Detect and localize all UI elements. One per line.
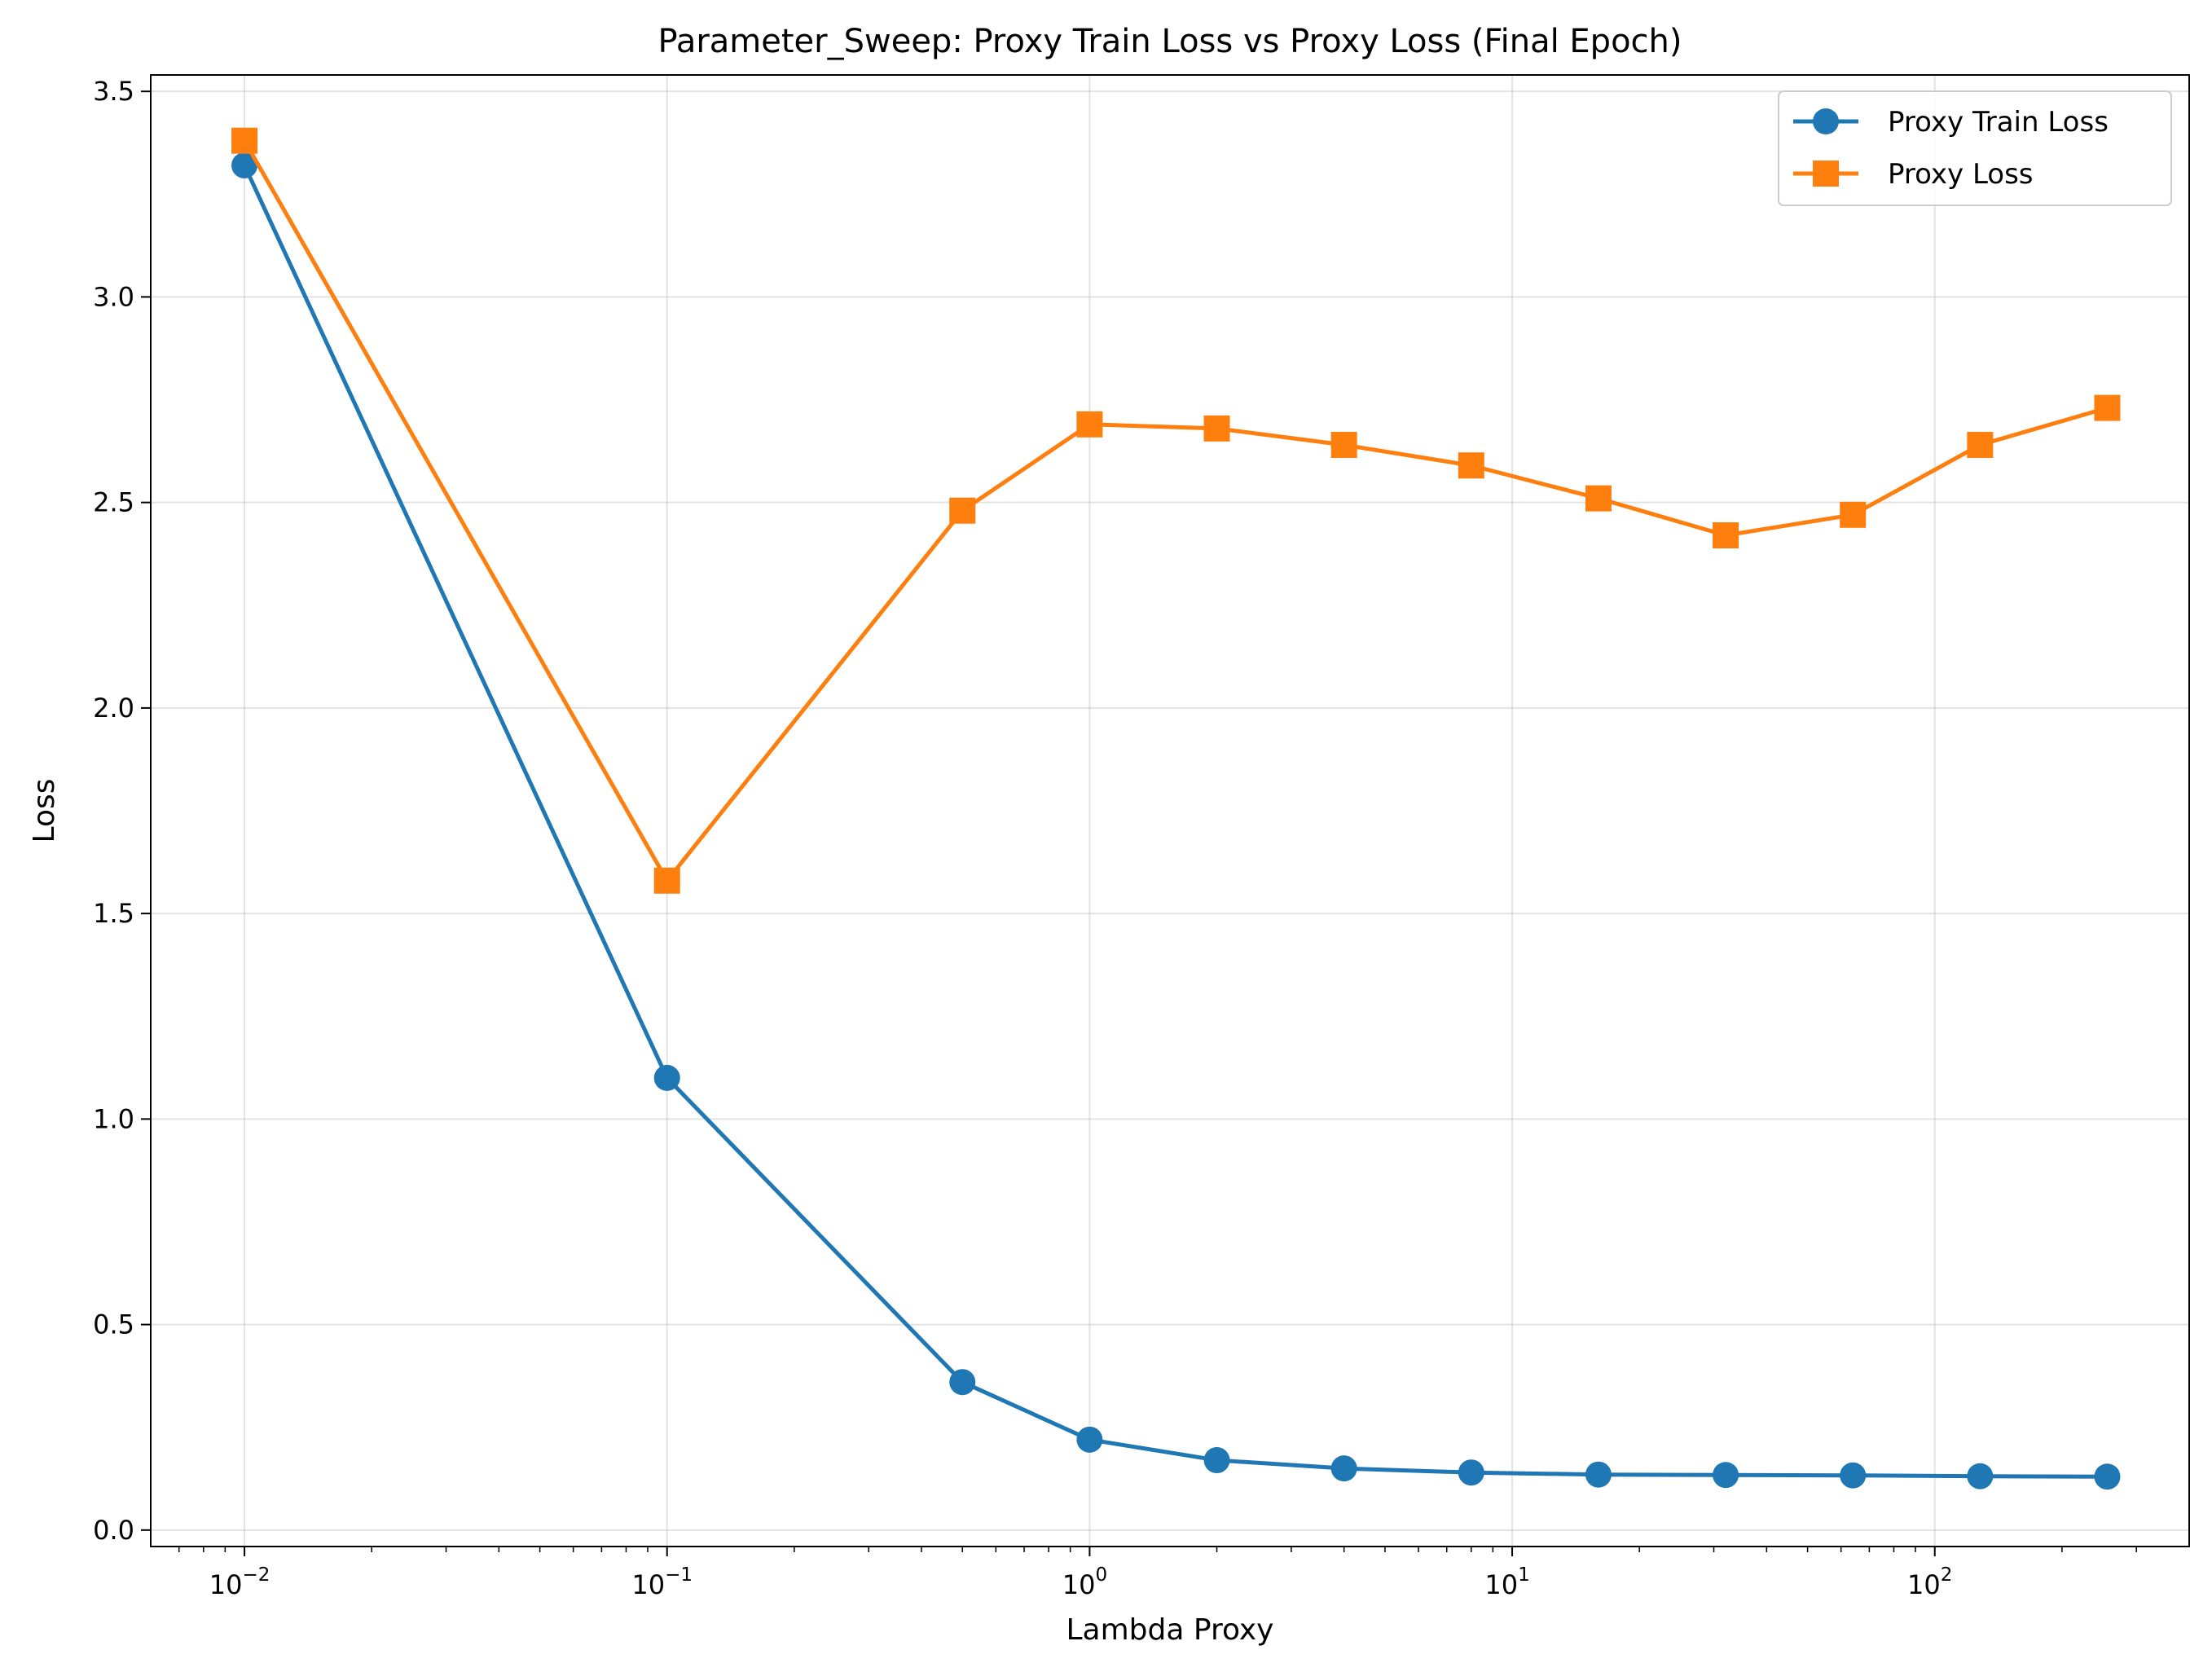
data-point-proxy-loss <box>1458 452 1484 479</box>
x-tick-label: 10−1 <box>631 1564 693 1600</box>
x-tick-label-exponent: −2 <box>242 1564 270 1586</box>
data-point-proxy-train-loss <box>1203 1447 1230 1474</box>
data-point-proxy-train-loss <box>653 1064 680 1091</box>
legend-box <box>1778 90 2172 206</box>
data-point-proxy-train-loss <box>1840 1462 1867 1489</box>
data-point-proxy-loss <box>1713 522 1739 549</box>
data-point-proxy-train-loss <box>1967 1463 1994 1489</box>
series-line-proxy-train-loss <box>242 164 2108 1479</box>
x-tick-label: 101 <box>1484 1564 1529 1600</box>
legend-marker-proxy-loss <box>1813 161 1839 187</box>
data-point-proxy-loss <box>231 127 258 154</box>
x-tick-label-exponent: −1 <box>665 1564 693 1586</box>
y-tick-label: 3.0 <box>93 281 134 312</box>
data-point-proxy-train-loss <box>2094 1463 2121 1490</box>
y-tick-label: 0.5 <box>93 1309 134 1340</box>
x-tick-label-base: 10 <box>1484 1569 1518 1600</box>
x-tick-label-base: 10 <box>209 1569 243 1600</box>
legend-label-proxy-train-loss: Proxy Train Loss <box>1888 106 2109 139</box>
x-tick-label: 102 <box>1907 1564 1952 1600</box>
y-tick-label: 2.0 <box>93 693 134 724</box>
data-point-proxy-loss <box>1585 485 1612 512</box>
x-tick-label-exponent: 2 <box>1941 1564 1953 1586</box>
data-point-proxy-train-loss <box>1330 1455 1357 1482</box>
data-point-proxy-loss <box>1076 411 1103 438</box>
y-tick-label: 3.5 <box>93 76 134 107</box>
data-point-proxy-loss <box>1203 415 1230 442</box>
x-tick-label-base: 10 <box>1062 1569 1096 1600</box>
data-point-proxy-train-loss <box>1713 1462 1739 1489</box>
x-tick-label-base: 10 <box>631 1569 665 1600</box>
legend: Proxy Train Loss Proxy Loss <box>1778 90 2172 206</box>
legend-label-proxy-loss: Proxy Loss <box>1888 158 2034 191</box>
data-point-proxy-train-loss <box>1585 1461 1612 1488</box>
chart-title: Parameter_Sweep: Proxy Train Loss vs Pro… <box>658 23 1682 60</box>
data-point-proxy-loss <box>2094 394 2121 421</box>
grid-lines <box>151 75 2189 1547</box>
y-tick-label: 1.0 <box>93 1103 134 1134</box>
x-axis-label: Lambda Proxy <box>1066 1613 1273 1647</box>
data-point-proxy-loss <box>1840 501 1867 528</box>
data-point-proxy-train-loss <box>1458 1459 1484 1486</box>
y-axis-label: Loss <box>28 779 61 843</box>
x-tick-label-exponent: 1 <box>1518 1564 1530 1586</box>
y-tick-label: 0.0 <box>93 1515 134 1546</box>
series-line-proxy-loss <box>242 139 2109 883</box>
x-tick-label: 10−2 <box>209 1564 270 1600</box>
y-tick-label: 1.5 <box>93 898 134 929</box>
data-point-proxy-loss <box>653 867 680 894</box>
data-series <box>231 127 2121 1490</box>
legend-marker-proxy-train-loss <box>1813 108 1839 134</box>
y-tick-label: 2.5 <box>93 487 134 518</box>
data-point-proxy-train-loss <box>1076 1426 1103 1453</box>
plot-frame <box>150 74 2190 1547</box>
x-axis-ticks: 10−2 10−1 100 101 102 <box>178 1547 2137 1600</box>
x-tick-label-exponent: 0 <box>1095 1564 1107 1586</box>
data-point-proxy-loss <box>1967 432 1994 459</box>
x-tick-label-base: 10 <box>1907 1569 1941 1600</box>
data-point-proxy-train-loss <box>949 1369 976 1396</box>
data-point-proxy-loss <box>949 497 976 524</box>
y-axis-ticks: 0.0 0.5 1.0 1.5 2.0 2.5 3.0 3.5 <box>93 76 151 1546</box>
data-point-proxy-loss <box>1330 432 1357 459</box>
data-point-proxy-train-loss <box>231 152 258 178</box>
x-tick-label: 100 <box>1062 1564 1107 1600</box>
